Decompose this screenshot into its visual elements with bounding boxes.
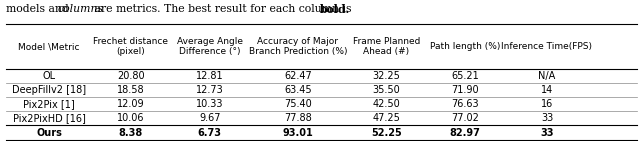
Text: Path length (%): Path length (%) [430,42,500,51]
Text: Model \Metric: Model \Metric [18,42,80,51]
Text: Pix2Pix [1]: Pix2Pix [1] [23,99,75,109]
Text: models and: models and [6,4,73,14]
Text: N/A: N/A [538,71,556,81]
Text: 82.97: 82.97 [449,128,481,137]
Text: 76.63: 76.63 [451,99,479,109]
Text: 75.40: 75.40 [284,99,312,109]
Text: 6.73: 6.73 [198,128,221,137]
Text: 32.25: 32.25 [372,71,400,81]
Text: Pix2PixHD [16]: Pix2PixHD [16] [13,114,85,123]
Text: 42.50: 42.50 [372,99,400,109]
Text: 33: 33 [540,128,554,137]
Text: 20.80: 20.80 [117,71,145,81]
Text: 14: 14 [541,85,553,95]
Text: 33: 33 [541,114,553,123]
Text: Accuracy of Major
Branch Prediction (%): Accuracy of Major Branch Prediction (%) [249,37,348,56]
Text: 12.81: 12.81 [196,71,223,81]
Text: Frame Planned
Ahead (#): Frame Planned Ahead (#) [353,37,420,56]
Text: 16: 16 [541,99,553,109]
Text: 52.25: 52.25 [371,128,401,137]
Text: Inference Time(FPS): Inference Time(FPS) [502,42,593,51]
Text: 62.47: 62.47 [284,71,312,81]
Text: 8.38: 8.38 [119,128,143,137]
Text: 35.50: 35.50 [372,85,400,95]
Text: 71.90: 71.90 [451,85,479,95]
Text: bold.: bold. [320,4,350,15]
Text: 12.09: 12.09 [117,99,145,109]
Text: OL: OL [42,71,56,81]
Text: Average Angle
Difference (°): Average Angle Difference (°) [177,37,243,56]
Text: 18.58: 18.58 [117,85,145,95]
Text: DeepFillv2 [18]: DeepFillv2 [18] [12,85,86,95]
Text: Ours: Ours [36,128,62,137]
Text: 65.21: 65.21 [451,71,479,81]
Text: 93.01: 93.01 [283,128,314,137]
Text: 12.73: 12.73 [196,85,223,95]
Text: 77.02: 77.02 [451,114,479,123]
Text: 9.67: 9.67 [199,114,220,123]
Text: 63.45: 63.45 [284,85,312,95]
Text: 47.25: 47.25 [372,114,400,123]
Text: 10.06: 10.06 [117,114,145,123]
Text: columns: columns [58,4,104,14]
Text: 10.33: 10.33 [196,99,223,109]
Text: are metrics. The best result for each column is: are metrics. The best result for each co… [91,4,355,14]
Text: 77.88: 77.88 [284,114,312,123]
Text: Frechet distance
(pixel): Frechet distance (pixel) [93,37,168,56]
